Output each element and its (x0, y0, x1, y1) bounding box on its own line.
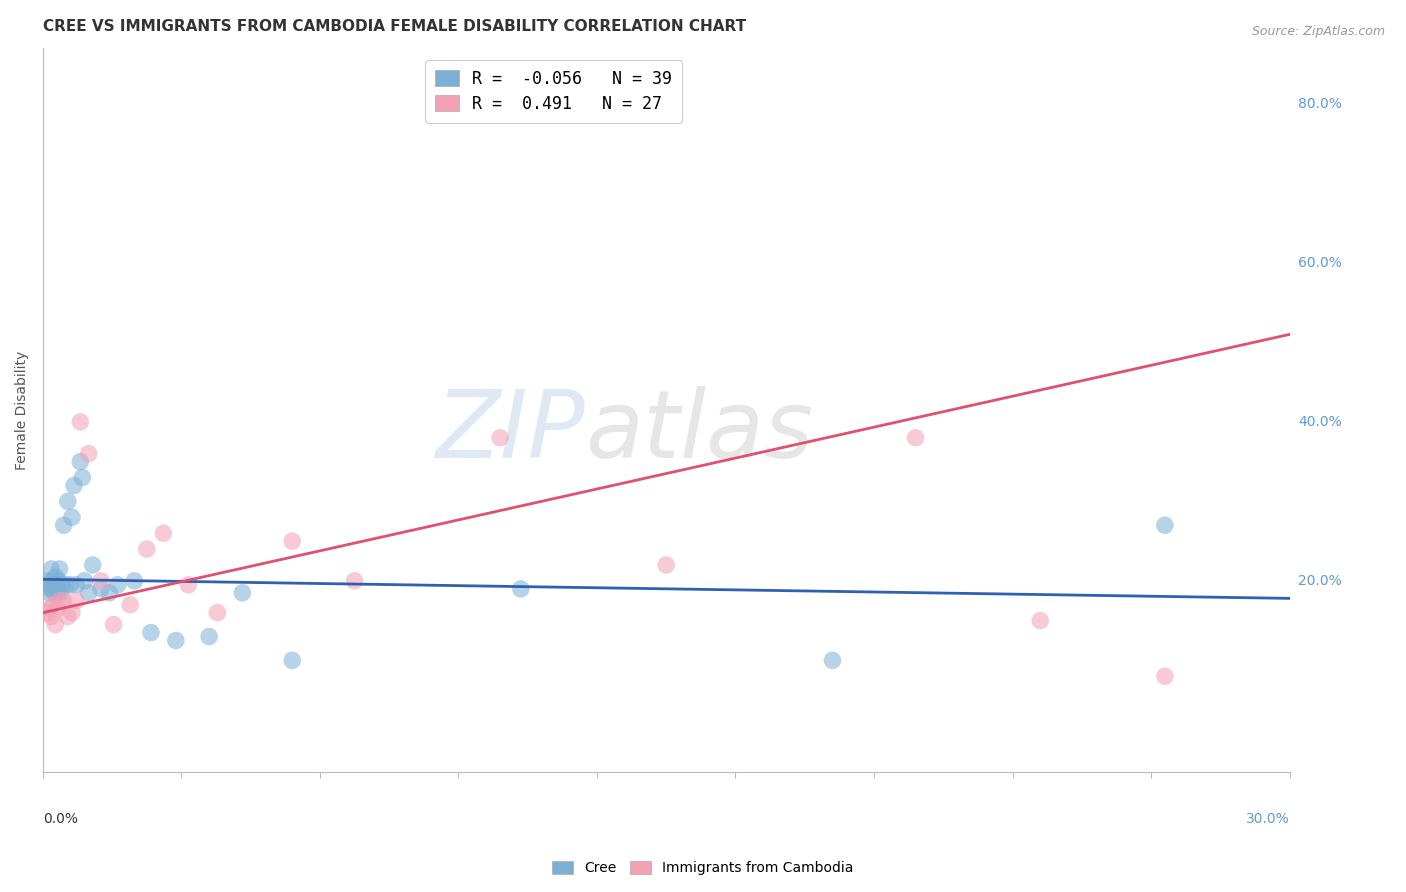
Point (45, 578, 67, 592)
Point (82, 558, 104, 572)
Point (139, 625, 162, 640)
Point (39, 609, 62, 624)
Text: 40.0%: 40.0% (1298, 415, 1341, 429)
Point (135, 542, 157, 557)
Point (231, 586, 253, 600)
Point (1029, 614, 1052, 628)
Point (281, 653, 304, 667)
Point (35, 606, 58, 620)
Point (69, 415, 91, 429)
Text: atlas: atlas (585, 386, 814, 477)
Point (49, 586, 72, 600)
Point (42, 598, 65, 612)
Point (65, 593, 87, 607)
Point (73, 574, 96, 588)
Point (60, 606, 83, 620)
Point (1154, 669, 1177, 683)
Point (48, 562, 70, 576)
Point (39, 582, 62, 596)
Point (90, 574, 112, 588)
Point (821, 653, 844, 667)
Point (198, 630, 221, 644)
Point (39, 562, 62, 576)
Text: CREE VS IMMIGRANTS FROM CAMBODIA FEMALE DISABILITY CORRELATION CHART: CREE VS IMMIGRANTS FROM CAMBODIA FEMALE … (44, 20, 747, 35)
Point (152, 526, 174, 541)
Point (655, 558, 678, 572)
Text: Source: ZipAtlas.com: Source: ZipAtlas.com (1251, 25, 1385, 38)
Point (107, 578, 129, 592)
Point (44, 617, 66, 632)
Point (177, 578, 200, 592)
Point (41, 574, 63, 588)
Point (35, 574, 58, 588)
Point (509, 582, 531, 596)
Text: 30.0%: 30.0% (1246, 812, 1289, 825)
Point (343, 574, 366, 588)
Point (69, 454, 91, 468)
Point (489, 431, 512, 445)
Point (55, 578, 77, 592)
Point (44, 570, 66, 584)
Point (56, 609, 79, 624)
Point (65, 578, 87, 592)
Text: 60.0%: 60.0% (1298, 256, 1341, 269)
Text: 20.0%: 20.0% (1298, 574, 1341, 588)
Point (48, 593, 70, 607)
Point (42, 578, 65, 592)
Point (90, 582, 112, 596)
Text: 0.0%: 0.0% (44, 812, 77, 825)
Point (59, 578, 82, 592)
Point (124, 574, 146, 588)
Point (77, 586, 100, 600)
Point (44, 586, 66, 600)
Point (38, 586, 60, 600)
Point (51, 578, 73, 592)
Text: ZIP: ZIP (436, 386, 585, 477)
Point (60, 510, 83, 524)
Point (46, 601, 69, 615)
Point (120, 598, 142, 612)
Point (98, 586, 121, 600)
Point (52, 593, 75, 607)
Point (52, 518, 75, 533)
Point (56, 494, 79, 508)
Point (72, 470, 94, 484)
Legend: Cree, Immigrants from Cambodia: Cree, Immigrants from Cambodia (547, 855, 859, 880)
Legend: R =  -0.056   N = 39, R =  0.491   N = 27: R = -0.056 N = 39, R = 0.491 N = 27 (425, 60, 682, 123)
Point (103, 617, 125, 632)
Point (904, 431, 927, 445)
Point (35, 578, 58, 592)
Point (165, 633, 187, 648)
Point (38, 601, 60, 615)
Point (77, 447, 100, 461)
Text: 80.0%: 80.0% (1298, 97, 1341, 111)
Point (48, 574, 70, 588)
Point (46, 586, 69, 600)
Point (1154, 518, 1177, 533)
Y-axis label: Female Disability: Female Disability (15, 351, 30, 469)
Point (63, 478, 86, 492)
Point (207, 606, 229, 620)
Point (281, 534, 304, 549)
